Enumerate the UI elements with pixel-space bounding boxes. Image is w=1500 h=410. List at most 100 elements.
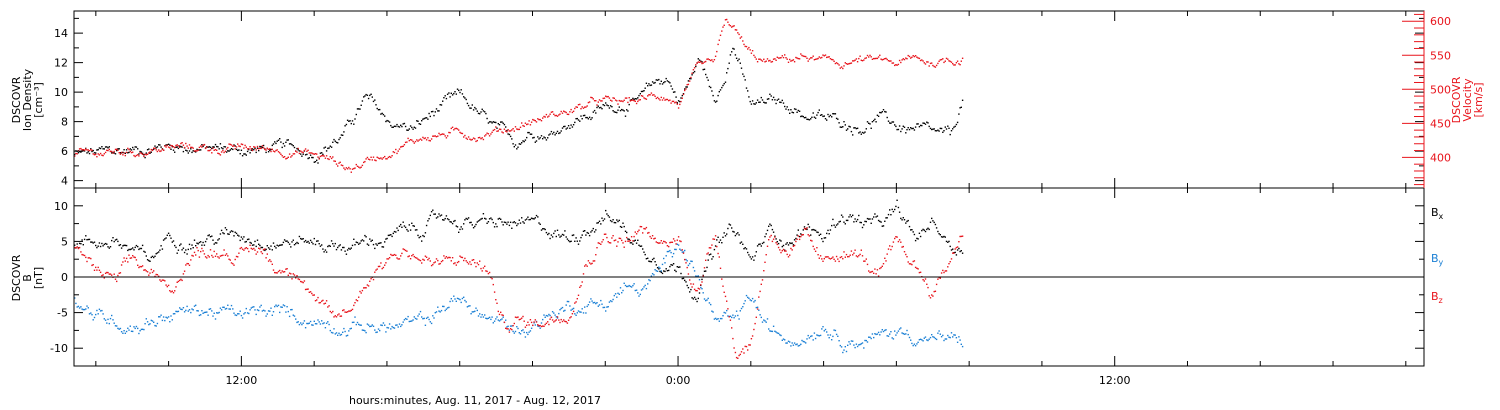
density-point	[569, 127, 571, 129]
bz-point	[198, 256, 201, 258]
bz-point	[425, 256, 428, 258]
bz-point	[288, 272, 291, 274]
density-point	[321, 152, 323, 154]
velocity-point	[861, 60, 864, 62]
velocity-point	[392, 151, 394, 153]
velocity-point	[547, 116, 549, 118]
by-point	[292, 314, 294, 316]
bx-point	[750, 258, 753, 260]
density-point	[340, 134, 343, 136]
bz-point	[376, 268, 378, 270]
density-point	[285, 141, 287, 143]
velocity-point	[716, 50, 718, 53]
velocity-point	[661, 99, 664, 101]
by-point	[353, 321, 355, 323]
bx-point	[132, 247, 134, 249]
velocity-point	[814, 58, 817, 60]
by-point	[517, 327, 519, 330]
bx-point	[127, 249, 129, 252]
bz-point	[340, 315, 343, 317]
velocity-point	[216, 149, 218, 151]
bx-point	[707, 259, 709, 261]
bx-point	[125, 244, 128, 247]
bz-point	[308, 291, 310, 293]
by-point	[324, 327, 327, 329]
by-point	[556, 317, 559, 319]
by-point	[337, 334, 339, 336]
bx-point	[708, 254, 711, 256]
by-point	[923, 337, 925, 339]
by-point	[85, 308, 87, 310]
bz-point	[76, 246, 78, 248]
density-point	[202, 145, 204, 148]
bz-point	[777, 246, 780, 249]
by-point	[537, 325, 539, 327]
bx-point	[864, 220, 866, 223]
by-point	[500, 319, 502, 321]
velocity-point	[660, 96, 662, 99]
by-point	[390, 328, 392, 330]
by-point	[192, 309, 194, 311]
velocity-point	[819, 57, 822, 59]
bx-point	[223, 232, 225, 235]
density-point	[230, 148, 233, 150]
bz-point	[554, 320, 556, 322]
bz-point	[702, 275, 704, 277]
bz-point	[627, 240, 629, 242]
bz-point	[250, 247, 252, 250]
density-point	[401, 125, 403, 128]
by-point	[162, 316, 165, 318]
by-point	[155, 325, 157, 327]
by-point	[817, 334, 819, 337]
density-point	[92, 149, 94, 152]
bx-point	[960, 250, 962, 252]
density-point	[93, 152, 96, 154]
by-point	[796, 343, 798, 345]
by-point	[290, 309, 292, 311]
by-point	[363, 329, 365, 331]
bz-point	[708, 247, 711, 249]
bz-point	[282, 271, 285, 273]
by-point	[852, 340, 854, 342]
velocity-point	[580, 108, 582, 110]
by-point	[83, 308, 86, 311]
velocity-point	[585, 106, 587, 108]
velocity-point	[753, 54, 755, 57]
bz-point	[852, 254, 854, 256]
bz-point	[663, 240, 665, 243]
bz-point	[427, 259, 429, 261]
velocity-point	[344, 168, 346, 171]
density-velocity-points	[74, 18, 964, 173]
by-point	[250, 307, 252, 309]
density-point	[605, 102, 607, 104]
bx-point	[200, 241, 202, 243]
density-point	[656, 79, 659, 81]
bx-point	[745, 248, 748, 250]
by-point	[150, 319, 152, 322]
bz-point	[366, 284, 369, 286]
density-point	[309, 154, 312, 156]
velocity-point	[135, 154, 138, 157]
density-point	[923, 122, 925, 124]
bz-point	[87, 257, 89, 259]
velocity-point	[376, 156, 378, 158]
bx-point	[297, 242, 299, 245]
velocity-point	[916, 56, 918, 58]
bx-point	[896, 199, 898, 201]
velocity-point	[870, 56, 872, 58]
bz-point	[586, 265, 588, 267]
bz-point	[853, 252, 855, 254]
velocity-point	[129, 150, 131, 153]
bx-point	[259, 244, 261, 247]
by-point	[379, 329, 381, 332]
density-point	[313, 161, 315, 163]
velocity-point	[765, 60, 767, 62]
bx-point	[244, 241, 246, 243]
velocity-point	[613, 97, 615, 99]
bx-point	[933, 221, 935, 224]
density-point	[560, 130, 562, 132]
velocity-point	[828, 56, 830, 58]
density-point	[86, 152, 88, 154]
bz-point	[253, 247, 255, 250]
by-point	[947, 334, 949, 337]
